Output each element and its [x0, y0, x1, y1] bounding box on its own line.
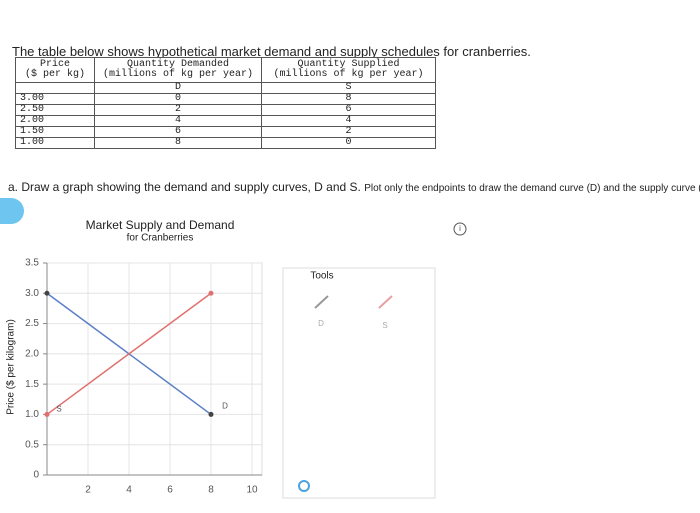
tools-panel — [282, 267, 436, 499]
chart-subtitle: for Cranberries — [127, 233, 194, 244]
tool-s-icon[interactable] — [378, 295, 393, 309]
tools-title: Tools — [310, 271, 333, 282]
schedule-table: Price ($ per kg) Quantity Demanded (millio… — [15, 57, 436, 149]
y-tick-label: 2.0 — [25, 348, 39, 359]
y-tick-label: 0.5 — [25, 439, 39, 450]
chart-title: Market Supply and Demand — [86, 218, 235, 232]
series-line — [46, 292, 212, 416]
info-i[interactable]: i — [459, 224, 461, 233]
question-hint: Plot only the endpoints to draw the dema… — [364, 183, 700, 194]
y-tick-label: 0 — [33, 470, 39, 481]
series-label: S — [56, 405, 61, 414]
reset-icon[interactable] — [298, 480, 310, 492]
x-tick-label: 4 — [126, 485, 132, 496]
y-tick-label: 2.5 — [25, 318, 39, 329]
series-label: D — [222, 402, 228, 411]
y-axis-label: Price ($ per kilogram) — [6, 319, 17, 415]
header: Price — [39, 59, 70, 70]
endpoint — [208, 290, 214, 296]
header: ($ per kg) — [24, 69, 85, 80]
y-tick-label: 3.0 — [25, 288, 39, 299]
tool-s-label[interactable]: S — [382, 321, 387, 330]
x-tick-label: 10 — [246, 485, 258, 496]
endpoint — [44, 411, 50, 417]
info-icon[interactable] — [453, 222, 467, 236]
question: a. Draw a graph showing the demand and s… — [8, 180, 700, 194]
question-text: a. Draw a graph showing the demand and s… — [8, 180, 361, 194]
intro-text: The table below shows hypothetical marke… — [12, 44, 531, 59]
endpoint — [44, 290, 50, 296]
table-cell: 1.00 — [15, 137, 95, 149]
header: Quantity Demanded — [126, 59, 230, 70]
tool-d-icon[interactable] — [314, 295, 329, 309]
tool-d-label[interactable]: D — [318, 319, 324, 328]
header: (millions of kg per year) — [273, 69, 424, 80]
y-tick-label: 1.5 — [25, 379, 39, 390]
x-tick-label: 6 — [167, 485, 173, 496]
x-tick-label: 8 — [208, 485, 214, 496]
y-tick-label: 3.5 — [25, 258, 39, 269]
header: (millions of kg per year) — [102, 69, 254, 80]
y-tick-label: 1.0 — [25, 409, 39, 420]
side-tab[interactable] — [0, 198, 24, 224]
header: Quantity Supplied — [297, 59, 400, 70]
x-tick-label: 2 — [85, 485, 91, 496]
endpoint — [208, 411, 214, 417]
plot-area — [46, 262, 263, 476]
table-cell: 0 — [261, 137, 436, 149]
